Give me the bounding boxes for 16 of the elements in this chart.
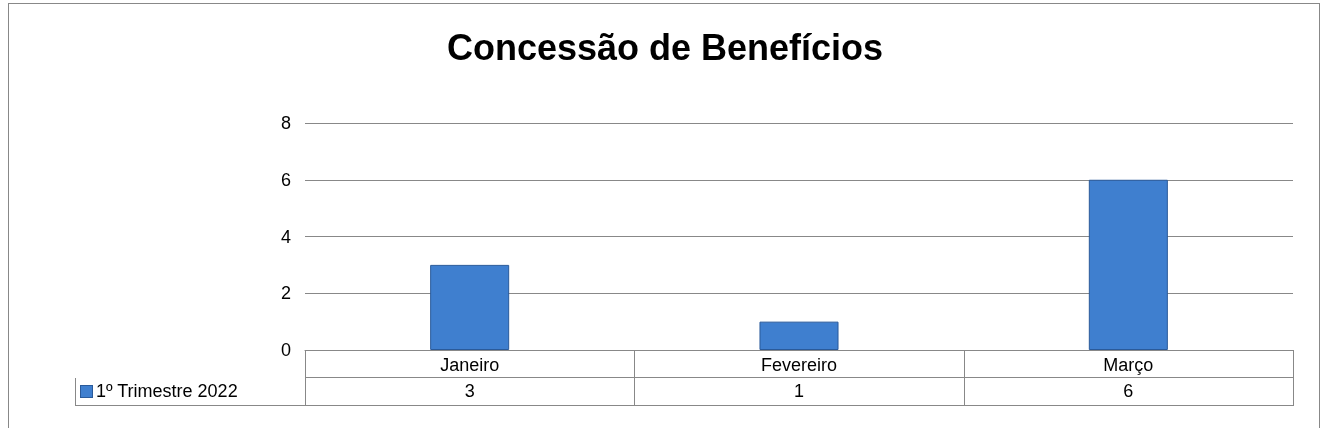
bar (759, 321, 839, 350)
y-tick-label: 8 (280, 113, 291, 133)
chart-title: Concessão de Benefícios (446, 26, 884, 68)
bar (430, 264, 510, 350)
y-tick-label: 4 (280, 226, 291, 247)
legend-label: 1º Trimestre 2022 (75, 378, 306, 406)
data-label: 3 (305, 378, 636, 406)
x-tick-label: Fevereiro (760, 355, 838, 375)
y-tick-label: 2 (280, 283, 291, 304)
data-label: 6 (963, 378, 1294, 406)
y-tick-label: 6 (280, 169, 291, 190)
x-tick-label: Janeiro (440, 355, 500, 375)
y-tick-label: 0 (280, 340, 291, 360)
bar (1088, 179, 1168, 350)
x-tick-label: Março (1103, 355, 1154, 375)
data-label: 1 (634, 378, 965, 406)
